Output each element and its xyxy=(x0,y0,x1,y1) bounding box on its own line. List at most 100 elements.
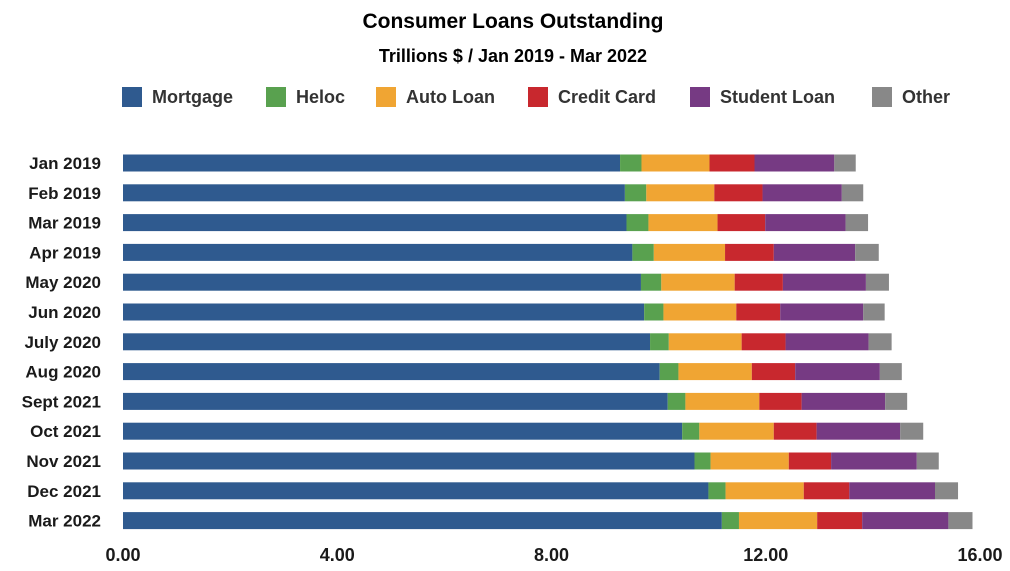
category-label: Dec 2021 xyxy=(27,482,101,501)
legend-label: Student Loan xyxy=(720,87,835,107)
bar-segment xyxy=(741,333,786,351)
legend-label: Credit Card xyxy=(558,87,656,107)
legend-label: Other xyxy=(902,87,950,107)
category-label: Jan 2019 xyxy=(29,154,101,173)
legend-label: Heloc xyxy=(296,87,345,107)
bars xyxy=(123,154,973,530)
category-label: Aug 2020 xyxy=(25,363,101,382)
bar-segment xyxy=(123,303,645,321)
legend-item: Student Loan xyxy=(690,87,835,107)
bar-segment xyxy=(123,333,651,351)
bar-segment xyxy=(863,303,885,321)
bar-segment xyxy=(935,482,959,500)
bar-segment xyxy=(765,214,846,232)
bar-segment xyxy=(708,482,726,500)
bar-segment xyxy=(678,363,752,381)
bar-segment xyxy=(682,422,700,440)
bar-segment xyxy=(668,333,742,351)
bar-segment xyxy=(773,243,856,261)
legend-label: Auto Loan xyxy=(406,87,495,107)
bar-segment xyxy=(849,482,936,500)
category-label: Jun 2020 xyxy=(28,303,101,322)
category-label: Mar 2022 xyxy=(28,512,101,531)
bar-segment xyxy=(855,243,879,261)
bar-segment xyxy=(738,512,818,530)
legend-swatch xyxy=(266,87,286,107)
bar-segment xyxy=(709,154,755,172)
legend-swatch xyxy=(122,87,142,107)
bar-segment xyxy=(641,154,710,172)
x-tick-label: 4.00 xyxy=(320,545,355,565)
bar-segment xyxy=(780,303,864,321)
bar-segment xyxy=(661,273,735,291)
x-tick-label: 8.00 xyxy=(534,545,569,565)
category-label: Nov 2021 xyxy=(26,452,101,471)
category-labels: Jan 2019 Feb 2019 Mar 2019 Apr 2019 May 2020… xyxy=(22,154,101,531)
bar-segment xyxy=(721,512,739,530)
bar-segment xyxy=(626,214,649,232)
bar-segment xyxy=(801,392,886,410)
bar-segment xyxy=(646,184,715,202)
bar-segment xyxy=(123,482,709,500)
bar-segment xyxy=(725,243,774,261)
bar-segment xyxy=(644,303,664,321)
bar-segment xyxy=(759,392,802,410)
bar-segment xyxy=(916,452,939,470)
bar-segment xyxy=(725,482,804,500)
bar-segment xyxy=(123,214,627,232)
bar-segment xyxy=(845,214,869,232)
bar-segment xyxy=(694,452,711,470)
bar-segment xyxy=(868,333,892,351)
bar-segment xyxy=(659,363,679,381)
bar-segment xyxy=(736,303,781,321)
category-label: May 2020 xyxy=(25,273,101,292)
bar-segment xyxy=(667,392,686,410)
bar-segment xyxy=(795,363,880,381)
bar-segment xyxy=(123,392,668,410)
bar-segment xyxy=(885,392,908,410)
bar-segment xyxy=(841,184,864,202)
bar-segment xyxy=(817,512,863,530)
legend-item: Other xyxy=(872,87,950,107)
bar-segment xyxy=(785,333,869,351)
bar-segment xyxy=(123,154,621,172)
x-tick-label: 0.00 xyxy=(105,545,140,565)
legend-item: Auto Loan xyxy=(376,87,495,107)
bar-segment xyxy=(862,512,949,530)
category-label: July 2020 xyxy=(24,333,101,352)
legend: Mortgage Heloc Auto Loan Credit Card Student… xyxy=(122,87,950,107)
bar-segment xyxy=(879,363,902,381)
chart-subtitle: Trillions $ / Jan 2019 - Mar 2022 xyxy=(379,46,647,66)
category-label: Feb 2019 xyxy=(28,184,101,203)
category-label: Apr 2019 xyxy=(29,243,101,262)
bar-segment xyxy=(754,154,835,172)
bar-segment xyxy=(653,243,726,261)
legend-item: Heloc xyxy=(266,87,345,107)
x-tick-label: 12.00 xyxy=(743,545,788,565)
bar-segment xyxy=(650,333,669,351)
bar-segment xyxy=(865,273,889,291)
bar-segment xyxy=(123,273,641,291)
bar-segment xyxy=(717,214,766,232)
legend-item: Credit Card xyxy=(528,87,656,107)
bar-segment xyxy=(123,422,683,440)
bar-segment xyxy=(948,512,973,530)
legend-swatch xyxy=(376,87,396,107)
bar-segment xyxy=(831,452,917,470)
category-label: Mar 2019 xyxy=(28,214,101,233)
bar-segment xyxy=(816,422,901,440)
bar-segment xyxy=(714,184,763,202)
bar-segment xyxy=(624,184,647,202)
bar-segment xyxy=(123,363,660,381)
bar-segment xyxy=(803,482,850,500)
legend-label: Mortgage xyxy=(152,87,233,107)
bar-segment xyxy=(123,452,695,470)
bar-segment xyxy=(751,363,796,381)
bar-segment xyxy=(834,154,856,172)
category-label: Oct 2021 xyxy=(30,422,101,441)
bar-segment xyxy=(788,452,832,470)
bar-segment xyxy=(699,422,774,440)
bar-segment xyxy=(123,243,633,261)
legend-item: Mortgage xyxy=(122,87,233,107)
